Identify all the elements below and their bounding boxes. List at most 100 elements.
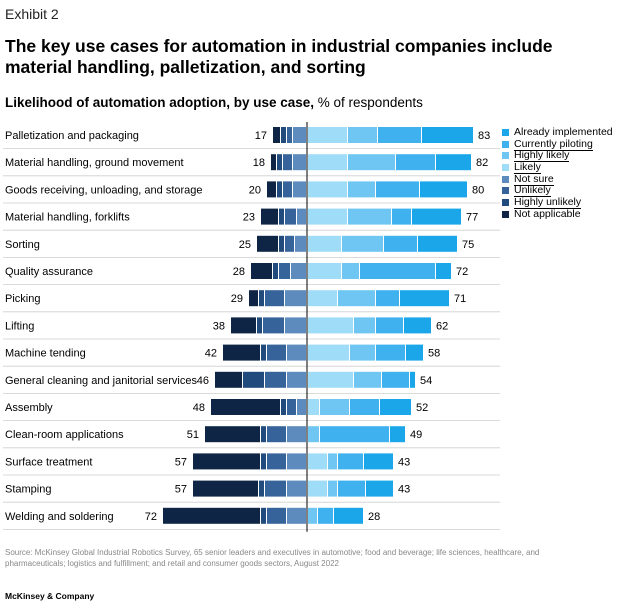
bar-not-applicable xyxy=(257,235,278,252)
bar-not-sure xyxy=(297,399,306,415)
bar-highly-likely xyxy=(308,426,319,443)
row-picking: Picking 71 29 xyxy=(3,290,500,313)
bar-already-implemented xyxy=(436,263,451,279)
negative-total-label: 72 xyxy=(145,511,157,523)
bar-currently-piloting xyxy=(338,453,363,470)
chart-subtitle: Likelihood of automation adoption, by us… xyxy=(5,95,423,110)
bar-already-implemented xyxy=(400,290,449,307)
bar-not-sure xyxy=(297,208,306,225)
source-note: Source: McKinsey Global Industrial Robot… xyxy=(5,548,540,568)
bar-not-sure xyxy=(295,235,306,252)
bar-already-implemented xyxy=(436,154,471,171)
row-lifting: Lifting 62 38 xyxy=(3,317,500,340)
category-label: Machine tending xyxy=(5,348,86,360)
legend-label: Highly unlikely xyxy=(514,196,582,210)
bar-highly-unlikely xyxy=(257,317,262,334)
negative-total-label: 23 xyxy=(243,212,255,224)
bar-highly-unlikely xyxy=(279,235,284,252)
bar-highly-unlikely xyxy=(259,290,264,307)
bar-not-applicable xyxy=(231,317,256,334)
negative-total-label: 48 xyxy=(193,402,205,414)
bar-already-implemented xyxy=(380,399,411,415)
bar-unlikely xyxy=(265,371,286,388)
bar-not-applicable xyxy=(193,480,258,497)
bar-unlikely xyxy=(283,154,292,171)
bar-not-applicable xyxy=(273,127,280,143)
chart-legend: Already implemented Currently piloting Hig… xyxy=(502,127,613,221)
exhibit-label: Exhibit 2 xyxy=(5,6,59,22)
bar-not-applicable xyxy=(271,154,276,171)
row-palletization-and-packaging: Palletization and packaging 83 17 xyxy=(3,127,500,150)
bar-not-sure xyxy=(287,344,306,361)
bar-likely xyxy=(308,154,347,171)
category-label: Stamping xyxy=(5,484,51,496)
negative-total-label: 42 xyxy=(205,348,217,360)
bar-likely xyxy=(308,317,353,334)
category-label: Sorting xyxy=(5,239,40,251)
legend-swatch xyxy=(502,187,509,195)
positive-total-label: 43 xyxy=(398,484,410,496)
bar-currently-piloting xyxy=(318,507,333,524)
bar-unlikely xyxy=(267,507,286,524)
bar-highly-likely xyxy=(348,181,375,198)
legend-item-currently-piloting: Currently piloting xyxy=(502,137,613,151)
legend-swatch xyxy=(502,152,509,160)
legend-label: Highly likely xyxy=(514,149,570,163)
bar-highly-likely xyxy=(308,507,317,524)
bar-unlikely xyxy=(267,426,286,443)
bar-not-sure xyxy=(287,507,306,524)
positive-total-label: 83 xyxy=(478,130,490,142)
legend-label: Not sure xyxy=(514,172,554,186)
legend-label: Likely xyxy=(514,161,541,175)
row-general-cleaning-and-janitorial-services: General cleaning and janitorial services… xyxy=(3,371,500,394)
bar-already-implemented xyxy=(412,208,461,225)
bar-not-sure xyxy=(293,181,306,198)
bar-unlikely xyxy=(267,453,286,470)
bar-highly-unlikely xyxy=(281,399,286,415)
legend-swatch xyxy=(502,199,509,207)
row-welding-and-soldering: Welding and soldering 28 72 xyxy=(3,507,500,530)
bar-not-sure xyxy=(285,317,306,334)
row-surface-treatment: Surface treatment 43 57 xyxy=(3,453,500,476)
row-machine-tending: Machine tending 58 42 xyxy=(3,344,500,367)
row-clean-room-applications: Clean-room applications 49 51 xyxy=(3,426,500,449)
bar-likely xyxy=(308,453,327,470)
bar-highly-unlikely xyxy=(277,181,282,198)
bar-not-sure xyxy=(285,290,306,307)
bar-already-implemented xyxy=(334,507,363,524)
category-label: Goods receiving, unloading, and storage xyxy=(5,184,203,196)
positive-total-label: 28 xyxy=(368,511,380,523)
bar-already-implemented xyxy=(366,480,393,497)
bar-already-implemented xyxy=(390,426,405,443)
bar-unlikely xyxy=(285,235,294,252)
negative-total-label: 57 xyxy=(175,484,187,496)
legend-item-unlikely: Unlikely xyxy=(502,184,613,198)
bar-highly-likely xyxy=(328,480,337,497)
positive-total-label: 62 xyxy=(436,320,448,332)
bar-not-applicable xyxy=(249,290,258,307)
bar-likely xyxy=(308,344,349,361)
category-label: General cleaning and janitorial services xyxy=(5,375,197,387)
bar-currently-piloting xyxy=(382,371,409,388)
bar-currently-piloting xyxy=(396,154,435,171)
negative-total-label: 25 xyxy=(239,239,251,251)
brand-name: McKinsey & Company xyxy=(5,591,95,601)
bar-unlikely xyxy=(265,290,284,307)
bar-not-sure xyxy=(287,371,306,388)
category-label: Clean-room applications xyxy=(5,429,124,441)
bar-likely xyxy=(308,127,347,143)
positive-total-label: 80 xyxy=(472,184,484,196)
bar-likely xyxy=(308,399,319,415)
positive-total-label: 72 xyxy=(456,266,468,278)
bar-not-sure xyxy=(293,154,306,171)
negative-total-label: 28 xyxy=(233,266,245,278)
subtitle-bold: Likelihood of automation adoption, by us… xyxy=(5,95,315,110)
bar-highly-unlikely xyxy=(273,263,278,279)
positive-total-label: 75 xyxy=(462,239,474,251)
bar-already-implemented xyxy=(410,371,415,388)
bar-not-applicable xyxy=(163,507,260,524)
bar-currently-piloting xyxy=(320,426,389,443)
bar-likely xyxy=(308,371,353,388)
row-material-handling-ground-movement: Material handling, ground movement 82 18 xyxy=(3,154,500,177)
legend-item-highly-likely: Highly likely xyxy=(502,149,613,163)
